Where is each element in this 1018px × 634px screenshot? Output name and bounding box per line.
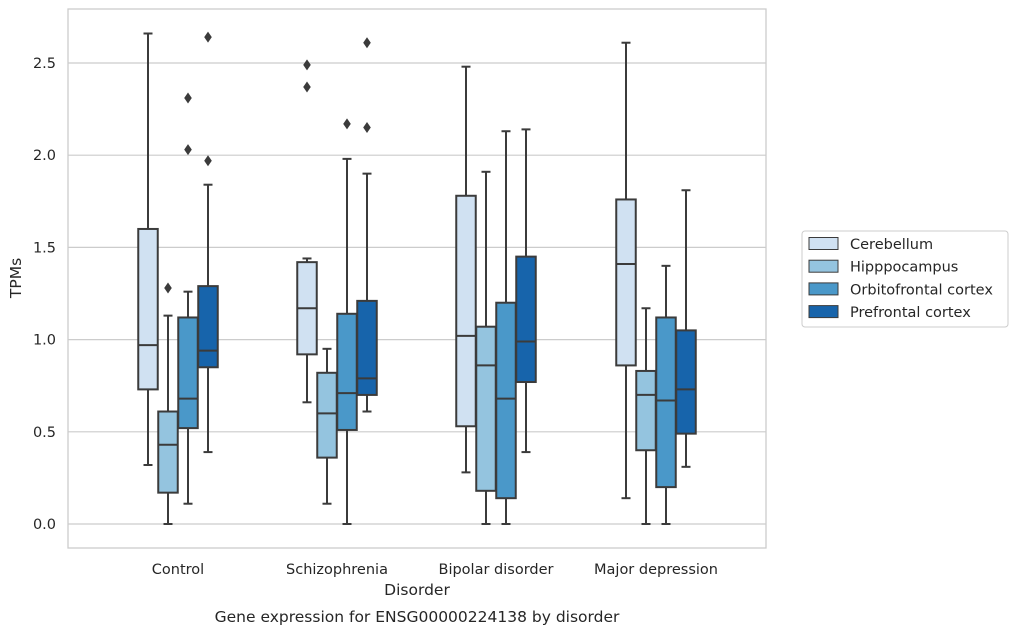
legend-label: Cerebellum	[850, 237, 933, 253]
x-axis-label: Disorder	[384, 581, 450, 599]
x-tick-label: Control	[152, 562, 204, 578]
box-iqr	[635, 369, 657, 452]
x-axis-ticks: Control Schizophrenia Bipolar disorder Majo…	[152, 562, 718, 578]
legend: Cerebellum Hipppocampus Orbitofrontal cort…	[801, 230, 1009, 328]
box-3-0	[197, 31, 219, 454]
box-iqr	[655, 316, 677, 489]
box-iqr	[615, 198, 637, 367]
legend-label: Hipppocampus	[850, 260, 958, 276]
legend-swatch	[808, 305, 839, 319]
outlier-point	[164, 282, 172, 294]
box-iqr	[177, 316, 199, 430]
box-1-0	[157, 282, 179, 525]
y-axis-label: TPMs	[7, 258, 25, 299]
y-tick-label: 0.0	[33, 517, 56, 533]
y-axis-ticks: 0.0 0.5 1.0 1.5 2.0 2.5	[33, 56, 56, 533]
box-3-2	[515, 128, 537, 454]
y-tick-label: 2.5	[33, 56, 56, 72]
outlier-point	[363, 37, 371, 49]
outlier-point	[343, 118, 351, 130]
outlier-point	[204, 31, 212, 43]
box-iqr	[197, 285, 219, 369]
box-1-1	[316, 347, 338, 505]
box-iqr	[495, 301, 517, 500]
box-3-1	[356, 37, 378, 413]
legend-label: Prefrontal cortex	[850, 305, 971, 321]
chart-caption: Gene expression for ENSG00000224138 by d…	[215, 608, 620, 626]
outlier-point	[204, 155, 212, 167]
outlier-point	[303, 59, 311, 71]
outlier-point	[184, 92, 192, 104]
box-2-1	[336, 118, 358, 525]
box-iqr	[336, 312, 358, 431]
box-iqr	[515, 255, 537, 384]
box-iqr	[316, 371, 338, 459]
legend-swatch	[808, 237, 839, 250]
box-3-3	[675, 189, 697, 468]
x-tick-label: Schizophrenia	[286, 562, 388, 578]
box-1-3	[635, 307, 657, 525]
outlier-point	[303, 81, 311, 93]
box-0-2	[455, 65, 477, 474]
outlier-point	[184, 144, 192, 156]
box-2-3	[655, 264, 677, 525]
box-0-0	[137, 32, 159, 466]
boxes	[137, 31, 697, 525]
outlier-point	[363, 122, 371, 134]
box-iqr	[356, 299, 378, 396]
legend-items: Cerebellum Hipppocampus Orbitofrontal cort…	[808, 237, 993, 321]
box-iqr	[475, 325, 497, 492]
box-iqr	[137, 227, 159, 391]
y-tick-label: 0.5	[33, 425, 56, 441]
x-tick-label: Major depression	[594, 562, 718, 578]
y-tick-label: 1.5	[33, 240, 56, 256]
legend-swatch	[808, 282, 839, 296]
x-tick-label: Bipolar disorder	[439, 562, 554, 578]
box-1-2	[475, 170, 497, 525]
box-2-0	[177, 92, 199, 505]
box-0-1	[296, 59, 318, 404]
box-2-2	[495, 130, 517, 525]
box-iqr	[157, 410, 179, 494]
y-tick-label: 2.0	[33, 148, 56, 164]
plot-frame	[67, 8, 767, 549]
legend-label: Orbitofrontal cortex	[850, 282, 993, 298]
box-iqr	[675, 329, 697, 435]
legend-frame	[801, 230, 1009, 328]
y-tick-label: 1.0	[33, 333, 56, 349]
legend-swatch	[808, 259, 839, 273]
box-0-3	[615, 41, 637, 500]
box-iqr	[455, 194, 477, 428]
